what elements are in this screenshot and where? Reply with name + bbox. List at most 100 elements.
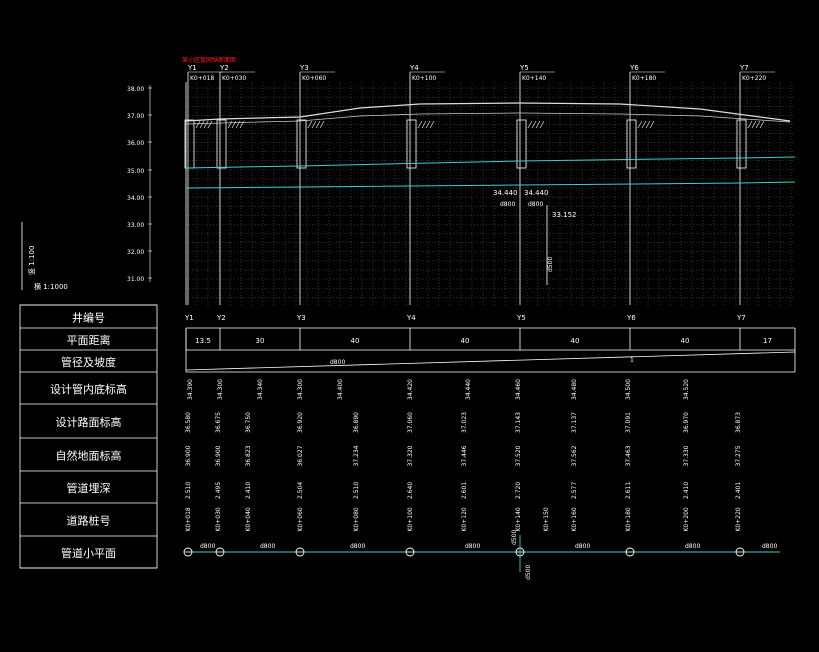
ground-hatch <box>535 120 541 129</box>
well-id-label: Y1 <box>187 64 197 72</box>
depth-value: 2.410 <box>245 482 252 499</box>
invert-value: 34.520 <box>683 379 690 400</box>
station-value: K0+018 <box>185 507 192 531</box>
elevation-tick-label: 36.00 <box>127 140 144 147</box>
invert-value: 34.300 <box>297 379 304 400</box>
slope-line <box>185 351 796 371</box>
ground-hatch <box>203 120 209 129</box>
depth-value: 2.577 <box>571 482 578 499</box>
ground-hatch <box>231 120 237 129</box>
road-elevation-value: 36.873 <box>735 412 742 433</box>
well-station-label: K0+180 <box>632 75 656 82</box>
well-markers: Y1 K0+018 Y2 K0+030 Y3 K0+060 Y4 K0+100 Y5 K0+140… <box>184 64 775 305</box>
ground-elevation-value: 37.463 <box>625 445 632 466</box>
station-value: K0+150 <box>543 507 550 531</box>
ground-hatch <box>425 120 431 129</box>
ground-hatch <box>417 120 423 129</box>
table-row-label: 平面距离 <box>67 333 111 347</box>
horizontal-scale-label: 横 1:1000 <box>34 282 68 291</box>
station-value: K0+030 <box>215 507 222 531</box>
table-well-id: Y2 <box>216 314 226 322</box>
plan-pipe-label: d800 <box>260 543 275 550</box>
plan-pipe-label: d800 <box>685 543 700 550</box>
manhole-shape <box>296 119 307 169</box>
invert-value: 34.420 <box>407 379 414 400</box>
elevation-tick-label: 31.00 <box>127 276 144 283</box>
well-id-label: Y7 <box>739 64 749 72</box>
distance-value: 13.5 <box>195 337 211 345</box>
table-row-label: 自然地面标高 <box>56 449 122 463</box>
table-row-label: 道路桩号 <box>67 514 111 528</box>
elevation-tick-label: 37.00 <box>127 113 144 120</box>
ground-hatch <box>759 120 765 129</box>
ground-elevation-value: 37.562 <box>571 445 578 466</box>
ground-hatch <box>311 120 317 129</box>
well-id-label: Y3 <box>299 64 309 72</box>
pipe-top-line <box>185 156 796 169</box>
vertical-scale-label: 竖 1:100 <box>27 246 36 275</box>
ground-elevation-value: 37.446 <box>461 445 468 466</box>
elevation-tick-label: 34.00 <box>127 195 144 202</box>
invert-value: 34.390 <box>187 379 194 400</box>
table-row-label: 管径及坡度 <box>61 355 116 369</box>
distance-value: 17 <box>763 337 772 345</box>
well-station-label: K0+060 <box>302 75 326 82</box>
station-value: K0+080 <box>353 507 360 531</box>
manhole-shape <box>406 119 417 169</box>
depth-value: 2.401 <box>735 482 742 499</box>
invert-value: 34.500 <box>625 379 632 400</box>
road-elevation-value: 36.580 <box>185 412 192 433</box>
well-id-label: Y2 <box>219 64 229 72</box>
ground-hatch <box>641 120 647 129</box>
well-station-label: K0+140 <box>522 75 546 82</box>
slope-value: 1 <box>630 357 634 364</box>
profile-grid <box>185 82 795 305</box>
plan-pipe-label: d800 <box>465 543 480 550</box>
branch-pipe-label: d500 <box>547 257 554 272</box>
ground-hatch <box>235 120 241 129</box>
invert-value: 34.460 <box>515 379 522 400</box>
ground-hatch <box>319 120 325 129</box>
ground-hatch <box>199 120 205 129</box>
ground-hatch <box>527 120 533 129</box>
invert-value: 34.340 <box>257 379 264 400</box>
station-value: K0+200 <box>683 507 690 531</box>
table-well-id: Y1 <box>184 314 194 322</box>
ground-hatch <box>227 120 233 129</box>
road-elevation-value: 37.143 <box>515 412 522 433</box>
well-station-label: K0+100 <box>412 75 436 82</box>
distance-value: 40 <box>351 337 360 345</box>
invert-value: 34.440 <box>465 379 472 400</box>
ground-elevation-value: 36.900 <box>215 445 222 466</box>
table-well-id: Y5 <box>516 314 526 322</box>
ground-elevation-value: 37.275 <box>735 445 742 466</box>
depth-value: 2.410 <box>683 482 690 499</box>
ground-hatch <box>649 120 655 129</box>
station-value: K0+040 <box>245 507 252 531</box>
station-value: K0+120 <box>461 507 468 531</box>
ground-elevation-value: 36.027 <box>297 445 304 466</box>
road-elevation-value: 36.970 <box>683 412 690 433</box>
depth-value: 2.510 <box>353 482 360 499</box>
pipe-diameter-label: d800 <box>330 359 345 366</box>
ground-hatch <box>207 120 213 129</box>
depth-value: 2.611 <box>625 482 632 499</box>
profile-table: 井编号平面距离管径及坡度设计管内底标高设计路面标高自然地面标高管道埋深道路桩号管… <box>19 304 796 569</box>
ground-hatch <box>531 120 537 129</box>
right-invert-label: 34.440 <box>524 189 549 197</box>
ground-elevation-value: 37.520 <box>515 445 522 466</box>
profile-table-data: Y1 Y2 Y3 Y4 Y5 Y6 Y7 13.5 30 40 40 40 40 17 d800 1 34.39… <box>184 314 796 532</box>
invert-value: 34.480 <box>571 379 578 400</box>
table-row-label: 设计路面标高 <box>56 415 122 429</box>
ground-elevation-value: 37.320 <box>407 445 414 466</box>
plan-pipe-label: d800 <box>575 543 590 550</box>
road-elevation-value: 36.890 <box>353 412 360 433</box>
left-pipe-label: d800 <box>500 201 515 208</box>
road-elevation-value: 36.920 <box>297 412 304 433</box>
table-well-id: Y6 <box>626 314 636 322</box>
pipe-bottom-line <box>185 181 796 189</box>
road-elevation-value: 37.137 <box>571 412 578 433</box>
well-id-label: Y4 <box>409 64 419 72</box>
pipe-plan: d800 d800 d800 d800 d800 d800 d800 d500 d500 <box>183 530 780 580</box>
road-elevation-value: 37.060 <box>407 412 414 433</box>
